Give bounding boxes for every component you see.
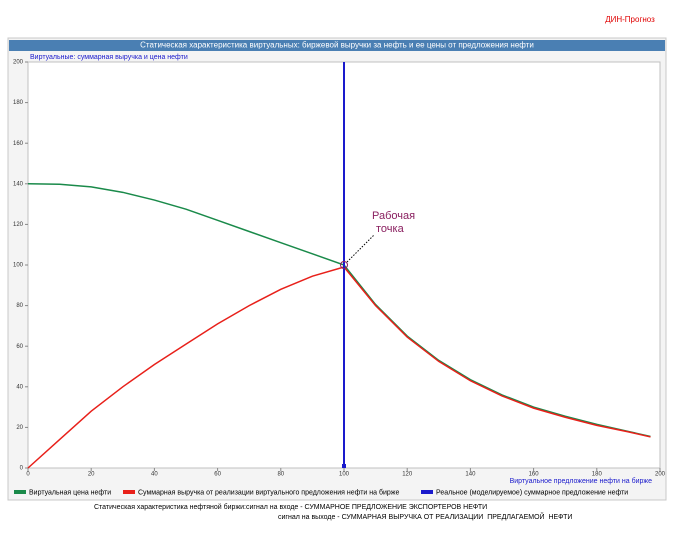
x-tick-label: 60: [214, 472, 221, 478]
y-axis-label: Виртуальные: суммарная выручка и цена не…: [30, 54, 188, 61]
legend-swatch: [123, 490, 135, 494]
y-tick-label: 160: [13, 141, 24, 147]
y-tick-label: 120: [13, 222, 24, 228]
x-tick-label: 80: [277, 472, 284, 478]
x-tick-label: 160: [529, 472, 540, 478]
brand: ДИН-Прогноз: [605, 15, 655, 24]
chart-title: Статическая характеристика виртуальных: …: [140, 41, 534, 50]
title-bar: [9, 40, 665, 51]
supply-marker: [342, 464, 346, 468]
x-tick-label: 180: [592, 472, 603, 478]
annotation-text: точка: [376, 223, 405, 235]
y-tick-label: 0: [20, 466, 24, 472]
x-tick-label: 140: [465, 472, 476, 478]
x-tick-label: 200: [655, 472, 666, 478]
annotation-pointer: [346, 234, 375, 263]
x-tick-label: 120: [402, 472, 413, 478]
caption: Статическая характеристика нефтяной бирж…: [94, 503, 487, 511]
x-tick-label: 0: [26, 472, 30, 478]
x-tick-label: 20: [88, 472, 95, 478]
working-point: [340, 261, 348, 269]
y-tick-label: 180: [13, 100, 24, 106]
y-tick-label: 100: [13, 263, 24, 269]
legend-swatch: [14, 490, 26, 494]
legend-label: Реальное (моделируемое) суммарное предло…: [436, 489, 628, 496]
x-tick-label: 40: [151, 472, 158, 478]
legend-swatch: [421, 490, 433, 494]
annotation-text: Рабочая: [372, 210, 415, 222]
y-tick-label: 40: [16, 384, 23, 390]
y-tick-label: 200: [13, 60, 24, 66]
y-tick-label: 80: [16, 303, 23, 309]
x-axis-label: Виртуальное предложение нефти на бирже: [510, 477, 653, 485]
caption: сигнал на выходе - СУММАРНАЯ ВЫРУЧКА ОТ …: [278, 512, 572, 521]
y-tick-label: 140: [13, 181, 24, 187]
legend-label: Суммарная выручка от реализации виртуаль…: [138, 488, 399, 496]
legend-label: Виртуальная цена нефти: [29, 489, 111, 496]
y-tick-label: 20: [16, 425, 23, 431]
y-tick-label: 60: [16, 344, 23, 350]
x-tick-label: 100: [339, 472, 350, 478]
